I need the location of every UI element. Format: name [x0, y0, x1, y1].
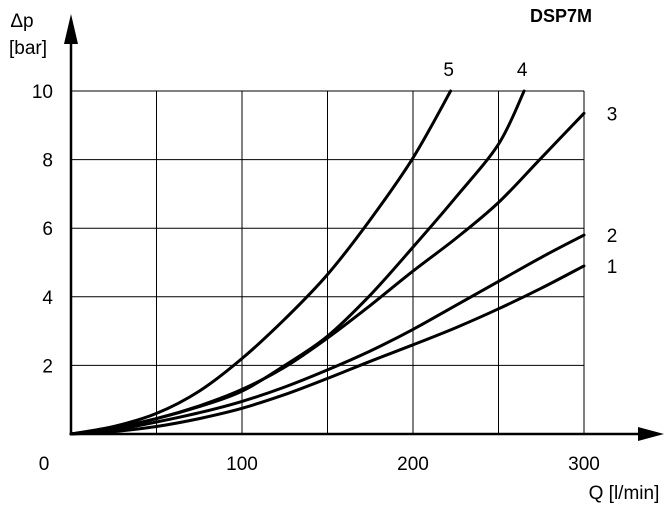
curve-label-5: 5: [443, 60, 454, 81]
chart-title: DSP7M: [530, 6, 592, 26]
x-axis-arrow-icon: [638, 427, 664, 441]
y-tick-label: 10: [32, 82, 53, 103]
tick-labels: 0 100 200 300 2 4 6 8 10: [32, 82, 600, 475]
curve-label-2: 2: [607, 226, 618, 247]
x-tick-label: 300: [568, 454, 600, 475]
curve-2: [69, 233, 586, 436]
x-tick-label: 0: [39, 454, 50, 475]
axes: [64, 14, 664, 441]
curve-4: [69, 89, 526, 436]
grid: [71, 90, 585, 434]
y-tick-label: 8: [42, 151, 53, 172]
y-tick-label: 2: [42, 356, 53, 377]
y-tick-label: 4: [42, 288, 53, 309]
y-axis-unit: [bar]: [9, 38, 47, 59]
curves: [69, 89, 586, 436]
curve-1: [69, 264, 586, 436]
x-axis-title: Q [l/min]: [589, 483, 660, 504]
y-tick-label: 6: [42, 219, 53, 240]
curve-5: [69, 89, 453, 436]
curve-label-1: 1: [607, 257, 618, 278]
series-labels: 1 2 3 4 5: [443, 60, 617, 278]
x-tick-label: 100: [226, 454, 258, 475]
curve-label-3: 3: [607, 104, 618, 125]
y-axis-symbol: Δp: [10, 11, 33, 32]
y-axis-arrow-icon: [64, 14, 78, 44]
curve-label-4: 4: [517, 60, 528, 81]
x-tick-label: 200: [397, 454, 429, 475]
